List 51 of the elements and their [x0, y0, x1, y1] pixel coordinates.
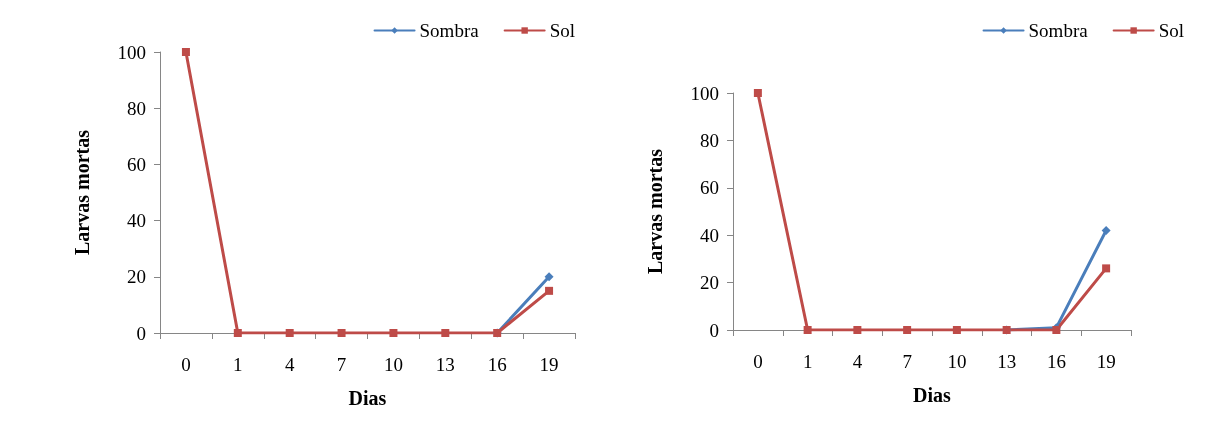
- x-axis-title: Dias: [348, 387, 387, 409]
- point: [389, 329, 398, 337]
- y-tick-label: 40: [700, 224, 719, 246]
- x-tick-label: 0: [753, 351, 763, 372]
- y-tick-label: 20: [127, 266, 146, 288]
- point: [545, 286, 554, 295]
- legend-label: Sol: [549, 20, 576, 41]
- y-tick-label: 40: [127, 210, 146, 232]
- x-tick-label: 7: [902, 351, 912, 372]
- point: [181, 48, 190, 56]
- y-tick-label: 0: [709, 319, 719, 341]
- y-axis-title: Larvas mortas: [71, 129, 93, 255]
- point: [903, 326, 912, 334]
- y-tick-label: 100: [690, 82, 719, 104]
- y-tick-label: 60: [127, 153, 146, 175]
- x-tick-label: 19: [1096, 351, 1116, 372]
- y-tick-label: 80: [700, 129, 719, 151]
- legend-label: Sombra: [419, 20, 480, 41]
- y-tick-label: 100: [117, 41, 146, 63]
- x-tick-label: 1: [802, 351, 813, 372]
- x-tick-label: 16: [487, 354, 507, 375]
- point: [544, 272, 554, 282]
- y-tick-label: 20: [700, 272, 719, 294]
- point: [337, 329, 346, 337]
- point: [952, 326, 961, 334]
- legend-label: Sombra: [1028, 20, 1089, 41]
- y-tick-label: 60: [700, 177, 719, 199]
- x-tick-label: 7: [336, 354, 347, 375]
- x-tick-label: 16: [1046, 351, 1066, 372]
- point: [441, 329, 450, 337]
- x-tick-label: 0: [181, 354, 191, 375]
- x-axis-title: Dias: [913, 384, 952, 406]
- y-tick-label: 0: [136, 322, 146, 344]
- x-tick-label: 13: [435, 354, 455, 375]
- legend-label: Sol: [1158, 20, 1185, 41]
- x-tick-label: 4: [284, 354, 295, 375]
- x-tick-label: 10: [383, 354, 403, 375]
- y-axis-title: Larvas mortas: [644, 148, 666, 274]
- x-tick-label: 1: [233, 354, 243, 375]
- point: [853, 326, 862, 334]
- point: [1102, 264, 1111, 273]
- point: [285, 329, 294, 337]
- point: [233, 329, 242, 337]
- point: [803, 326, 812, 334]
- x-tick-label: 10: [947, 351, 967, 372]
- point: [1101, 225, 1111, 235]
- x-tick-label: 13: [997, 351, 1017, 372]
- x-tick-label: 4: [852, 351, 863, 372]
- y-tick-label: 80: [127, 97, 146, 119]
- x-tick-label: 19: [539, 354, 559, 375]
- point: [753, 89, 762, 97]
